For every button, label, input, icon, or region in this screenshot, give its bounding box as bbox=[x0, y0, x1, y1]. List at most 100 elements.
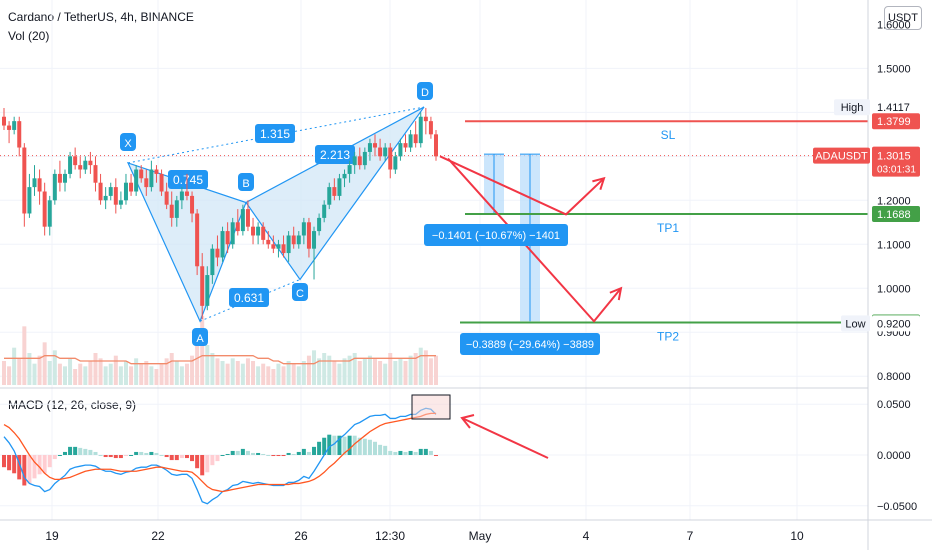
volume-bar bbox=[276, 363, 281, 385]
measure-badge bbox=[460, 333, 600, 355]
macd-histogram-bar bbox=[159, 455, 164, 456]
price-badge-high bbox=[872, 99, 920, 116]
candle-body bbox=[12, 121, 17, 130]
price-badge-value: 0.9200 bbox=[877, 318, 911, 330]
candle-body bbox=[245, 209, 250, 227]
time-tick-label: 12:30 bbox=[375, 529, 405, 543]
candle-body bbox=[149, 169, 154, 188]
candle-body bbox=[240, 209, 245, 232]
volume-bar bbox=[57, 363, 62, 385]
candle-body bbox=[195, 213, 200, 267]
macd-histogram-bar bbox=[179, 455, 184, 459]
macd-histogram-bar bbox=[256, 452, 261, 455]
candle-body bbox=[139, 169, 144, 179]
volume-bar bbox=[403, 361, 408, 385]
price-badge-tp bbox=[872, 206, 920, 223]
candle-body bbox=[281, 244, 286, 254]
volume-bar bbox=[42, 342, 47, 385]
macd-histogram-bar bbox=[22, 455, 27, 486]
volume-bar bbox=[32, 363, 37, 385]
candle-body bbox=[271, 244, 276, 249]
candle-body bbox=[88, 160, 93, 166]
time-tick-label: 10 bbox=[790, 529, 804, 543]
volume-bar bbox=[342, 358, 347, 385]
macd-histogram-bar bbox=[225, 453, 230, 455]
volume-bar bbox=[179, 366, 184, 385]
macd-histogram-bar bbox=[337, 435, 342, 455]
macd-histogram-bar bbox=[393, 451, 398, 455]
ratio-badge bbox=[255, 124, 295, 143]
volume-bar bbox=[428, 358, 433, 385]
candle-body bbox=[301, 222, 306, 236]
pattern-point-badge bbox=[192, 328, 208, 346]
volume-bar bbox=[235, 361, 240, 385]
macd-tick-label: 0.0000 bbox=[877, 450, 911, 462]
price-badge-sl bbox=[872, 113, 920, 130]
candle-body bbox=[144, 178, 149, 188]
candle-body bbox=[428, 121, 433, 135]
candle-body bbox=[42, 191, 47, 227]
candle-body bbox=[62, 173, 67, 183]
currency-button[interactable]: USDT bbox=[884, 6, 922, 30]
volume-bar bbox=[205, 345, 210, 385]
price-tick-label: 0.8000 bbox=[877, 371, 911, 383]
candle-body bbox=[383, 147, 388, 157]
measure-label: −0.1401 (−10.67%) −1401 bbox=[432, 230, 560, 242]
macd-histogram-bar bbox=[398, 450, 403, 455]
candle-body bbox=[184, 191, 189, 196]
volume-bar bbox=[367, 355, 372, 385]
macd-histogram-bar bbox=[281, 455, 286, 457]
volume-bar bbox=[129, 366, 134, 385]
time-tick-label: 4 bbox=[583, 529, 590, 543]
volume-bar bbox=[312, 350, 317, 385]
volume-bar bbox=[17, 358, 22, 385]
macd-histogram-bar bbox=[134, 451, 139, 455]
candle-body bbox=[205, 275, 210, 306]
macd-histogram-bar bbox=[388, 450, 393, 455]
trade-levels: SL TP1 TP2 −0.1401 (−10.67%) −1401 −0.3889 (… bbox=[424, 120, 868, 355]
candle-body bbox=[200, 266, 205, 306]
candle-body bbox=[418, 116, 423, 144]
volume-bar bbox=[245, 358, 250, 385]
chart-title: Cardano / TetherUS, 4h, BINANCE bbox=[8, 10, 194, 24]
candle-body bbox=[73, 156, 78, 166]
volume-bar bbox=[352, 353, 357, 385]
volume-bar bbox=[154, 369, 159, 385]
volume-pane bbox=[2, 315, 438, 385]
volume-bar bbox=[266, 366, 271, 385]
volume-bar bbox=[139, 363, 144, 385]
volume-bar bbox=[383, 363, 388, 385]
candle-body bbox=[129, 182, 134, 192]
macd-histogram-bar bbox=[174, 455, 179, 461]
macd-histogram-bar bbox=[32, 455, 37, 479]
macd-tick-label: 0.0500 bbox=[877, 399, 911, 411]
candle-body bbox=[367, 143, 372, 152]
macd-histogram-bar bbox=[113, 455, 118, 459]
volume-bar bbox=[78, 363, 83, 385]
candle-body bbox=[113, 187, 118, 205]
volume-bar bbox=[362, 358, 367, 385]
candle-body bbox=[2, 116, 6, 126]
projection-arrowhead bbox=[592, 176, 606, 191]
macd-histogram-bar bbox=[7, 455, 12, 471]
level-label: SL bbox=[661, 128, 676, 142]
macd-histogram-bar bbox=[383, 445, 388, 455]
macd-histogram-bar bbox=[98, 455, 103, 456]
projection-arrowhead bbox=[609, 286, 623, 301]
volume-bar bbox=[230, 358, 235, 385]
macd-histogram-bar bbox=[266, 455, 271, 456]
candle-body bbox=[251, 226, 256, 236]
volume-bar bbox=[88, 361, 93, 385]
candle-body bbox=[413, 134, 418, 144]
macd-histogram-bar bbox=[352, 435, 357, 455]
macd-histogram-bar bbox=[413, 451, 418, 455]
volume-bar bbox=[261, 363, 266, 385]
volume-bar bbox=[83, 366, 88, 385]
macd-histogram-bar bbox=[296, 451, 301, 455]
price-badge-current bbox=[872, 146, 920, 177]
candle-body bbox=[47, 200, 52, 227]
macd-histogram-bar bbox=[27, 455, 32, 484]
volume-bar bbox=[68, 358, 73, 385]
volume-bar bbox=[423, 350, 428, 385]
